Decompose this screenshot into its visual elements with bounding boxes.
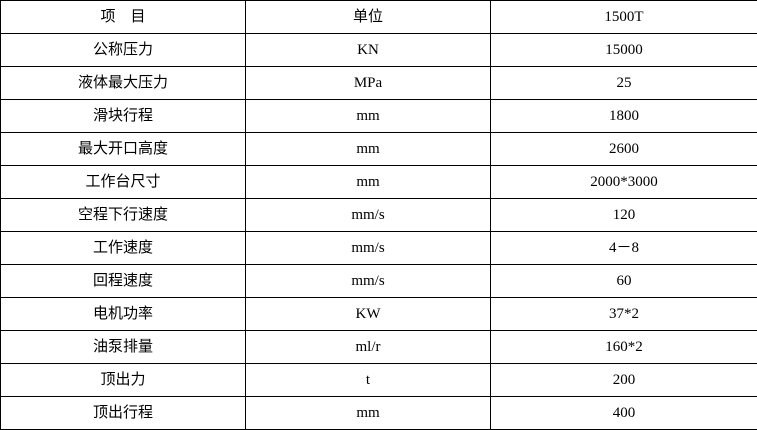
value-cell: 160*2 bbox=[490, 330, 757, 364]
unit-cell: KN bbox=[245, 33, 491, 67]
table-row: 工作速度 mm/s 4－8 bbox=[0, 231, 757, 265]
table-row: 滑块行程 mm 1800 bbox=[0, 99, 757, 133]
value-cell: 15000 bbox=[490, 33, 757, 67]
value-cell: 4－8 bbox=[490, 231, 757, 265]
table-row: 工作台尺寸 mm 2000*3000 bbox=[0, 165, 757, 199]
item-cell: 回程速度 bbox=[0, 264, 246, 298]
unit-cell: t bbox=[245, 363, 491, 397]
table-row: 回程速度 mm/s 60 bbox=[0, 264, 757, 298]
item-cell: 工作台尺寸 bbox=[0, 165, 246, 199]
unit-cell: mm/s bbox=[245, 264, 491, 298]
unit-cell: MPa bbox=[245, 66, 491, 100]
unit-cell: mm/s bbox=[245, 231, 491, 265]
header-model-cell: 1500T bbox=[490, 0, 757, 34]
table-header-row: 项 目 单位 1500T bbox=[0, 0, 757, 34]
item-cell: 工作速度 bbox=[0, 231, 246, 265]
value-cell: 25 bbox=[490, 66, 757, 100]
item-cell: 顶出力 bbox=[0, 363, 246, 397]
item-cell: 液体最大压力 bbox=[0, 66, 246, 100]
item-cell: 油泵排量 bbox=[0, 330, 246, 364]
value-cell: 37*2 bbox=[490, 297, 757, 331]
unit-cell: mm bbox=[245, 396, 491, 430]
value-cell: 200 bbox=[490, 363, 757, 397]
value-cell: 2600 bbox=[490, 132, 757, 166]
value-cell: 2000*3000 bbox=[490, 165, 757, 199]
value-cell: 120 bbox=[490, 198, 757, 232]
unit-cell: ml/r bbox=[245, 330, 491, 364]
header-unit-cell: 单位 bbox=[245, 0, 491, 34]
unit-cell: KW bbox=[245, 297, 491, 331]
table-row: 公称压力 KN 15000 bbox=[0, 33, 757, 67]
unit-cell: mm bbox=[245, 132, 491, 166]
table-row: 顶出行程 mm 400 bbox=[0, 396, 757, 430]
item-cell: 电机功率 bbox=[0, 297, 246, 331]
table-row: 油泵排量 ml/r 160*2 bbox=[0, 330, 757, 364]
table-row: 最大开口高度 mm 2600 bbox=[0, 132, 757, 166]
item-cell: 顶出行程 bbox=[0, 396, 246, 430]
value-cell: 400 bbox=[490, 396, 757, 430]
item-cell: 公称压力 bbox=[0, 33, 246, 67]
item-cell: 最大开口高度 bbox=[0, 132, 246, 166]
item-cell: 空程下行速度 bbox=[0, 198, 246, 232]
value-cell: 1800 bbox=[490, 99, 757, 133]
table-row: 空程下行速度 mm/s 120 bbox=[0, 198, 757, 232]
header-item-cell: 项 目 bbox=[0, 0, 246, 34]
unit-cell: mm/s bbox=[245, 198, 491, 232]
table-row: 电机功率 KW 37*2 bbox=[0, 297, 757, 331]
table-row: 顶出力 t 200 bbox=[0, 363, 757, 397]
value-cell: 60 bbox=[490, 264, 757, 298]
item-cell: 滑块行程 bbox=[0, 99, 246, 133]
unit-cell: mm bbox=[245, 165, 491, 199]
unit-cell: mm bbox=[245, 99, 491, 133]
table-row: 液体最大压力 MPa 25 bbox=[0, 66, 757, 100]
